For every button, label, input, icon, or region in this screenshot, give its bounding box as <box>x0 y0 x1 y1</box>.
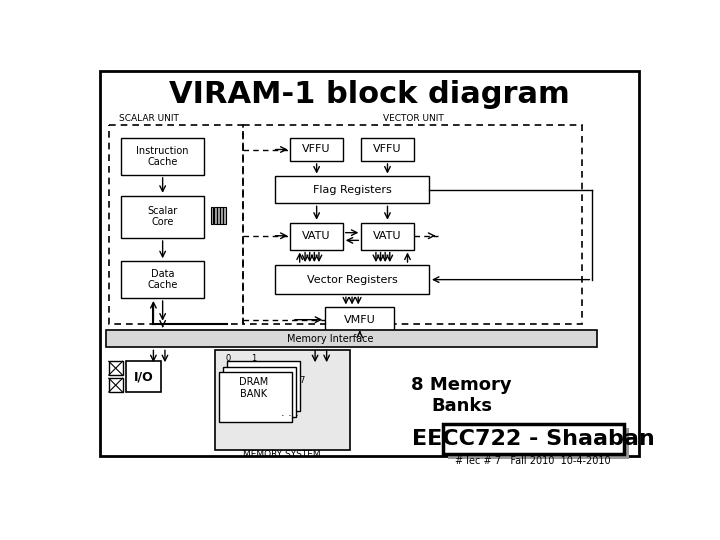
Text: Instruction
Cache: Instruction Cache <box>136 146 189 167</box>
Bar <box>109 378 122 392</box>
Text: EECC722 - Shaaban: EECC722 - Shaaban <box>412 429 654 449</box>
Bar <box>106 330 597 347</box>
Bar <box>222 367 296 417</box>
Text: VFFU: VFFU <box>302 145 331 154</box>
Bar <box>449 428 629 459</box>
Bar <box>290 222 343 249</box>
Text: 8 Memory
Banks: 8 Memory Banks <box>411 376 512 415</box>
Bar <box>290 138 343 161</box>
Text: I/O: I/O <box>133 370 153 383</box>
Text: VIRAM-1 block diagram: VIRAM-1 block diagram <box>168 79 570 109</box>
Bar <box>211 207 213 224</box>
Bar <box>325 307 395 332</box>
Text: DRAM
BANK: DRAM BANK <box>239 377 268 399</box>
Bar <box>275 177 429 204</box>
Bar <box>243 125 582 323</box>
Bar <box>275 265 429 294</box>
Bar <box>109 361 122 375</box>
Bar <box>121 138 204 175</box>
Text: VATU: VATU <box>302 231 331 241</box>
Bar <box>223 207 226 224</box>
Text: 0: 0 <box>225 354 230 363</box>
Text: MEMORY SYSTEM: MEMORY SYSTEM <box>243 450 321 459</box>
Text: VMFU: VMFU <box>344 315 376 325</box>
Text: Memory Interface: Memory Interface <box>287 334 374 344</box>
Bar <box>217 207 220 224</box>
Bar <box>361 222 414 249</box>
Bar <box>220 207 222 224</box>
Text: Data
Cache: Data Cache <box>148 269 178 291</box>
Text: 1: 1 <box>251 354 256 363</box>
Bar <box>443 423 624 455</box>
Bar <box>121 195 204 238</box>
Bar <box>361 138 414 161</box>
Text: SCALAR UNIT: SCALAR UNIT <box>119 113 179 123</box>
Text: Scalar
Core: Scalar Core <box>148 206 178 227</box>
Text: VATU: VATU <box>373 231 402 241</box>
Bar <box>219 372 292 422</box>
Text: # lec # 7   Fall 2010  10-4-2010: # lec # 7 Fall 2010 10-4-2010 <box>455 456 611 467</box>
Bar <box>227 361 300 411</box>
Bar <box>215 350 350 450</box>
Bar <box>215 207 217 224</box>
Text: Flag Registers: Flag Registers <box>312 185 392 194</box>
Text: 7: 7 <box>300 376 305 385</box>
Bar <box>121 261 204 298</box>
Text: . . .: . . . <box>281 408 299 418</box>
Text: VECTOR UNIT: VECTOR UNIT <box>383 113 444 123</box>
Bar <box>109 125 243 323</box>
Text: Vector Registers: Vector Registers <box>307 275 397 285</box>
Bar <box>127 361 161 392</box>
Text: VFFU: VFFU <box>373 145 402 154</box>
